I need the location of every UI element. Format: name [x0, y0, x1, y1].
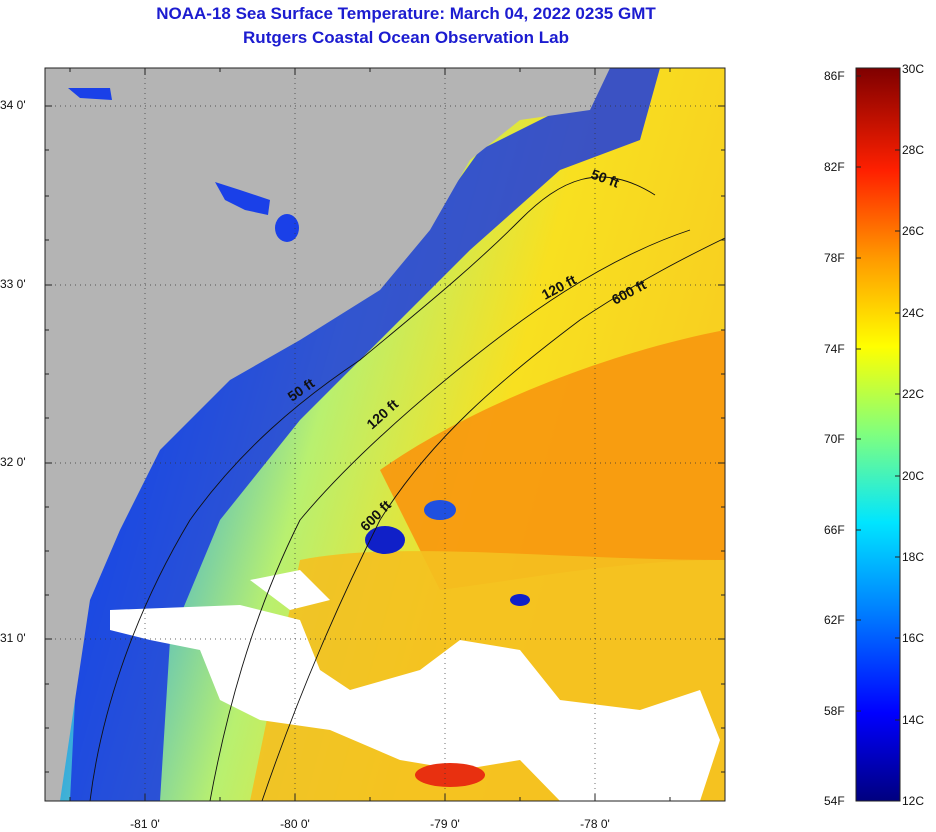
colorbar-f-label: 66F — [824, 523, 845, 537]
axis-ticks — [45, 68, 725, 801]
colorbar-f-label: 74F — [824, 342, 845, 356]
colorbar-c-label: 28C — [902, 143, 925, 157]
colorbar-ticks — [856, 67, 900, 721]
colorbar-c-label: 14C — [902, 713, 925, 727]
lon-label-79: -79 0' — [430, 817, 460, 831]
contour-120ft — [209, 229, 691, 801]
isobath-contours — [89, 176, 725, 801]
contour-600ft — [261, 237, 725, 801]
colorbar-c-label: 24C — [902, 306, 925, 320]
colorbar-f-label: 70F — [824, 432, 845, 446]
cloud-cover — [110, 605, 720, 801]
map-frame — [44, 67, 726, 802]
cold-cloud-patch — [424, 500, 456, 520]
lat-label-33: 33 0' — [0, 277, 26, 291]
map-raster — [45, 68, 725, 801]
colorbar-f-label: 54F — [824, 794, 845, 808]
colorbar-c-label: 12C — [902, 794, 925, 808]
colorbar-c-label: 16C — [902, 631, 925, 645]
lon-label-81: -81 0' — [130, 817, 160, 831]
land-mass — [45, 68, 610, 801]
lat-label-32: 32 0' — [0, 455, 26, 469]
inland-lake — [68, 88, 112, 100]
colorbar-f-label: 86F — [824, 69, 845, 83]
colorbar — [855, 67, 901, 802]
gulf-stream-warm-band — [380, 330, 725, 590]
lon-label-80: -80 0' — [280, 817, 310, 831]
map-subtitle: Rutgers Coastal Ocean Observation Lab — [243, 28, 569, 47]
lat-label-34: 34 0' — [0, 98, 26, 112]
colorbar-c-label: 26C — [902, 224, 925, 238]
inland-lake — [215, 182, 270, 215]
warm-water-patch — [415, 763, 485, 787]
lat-label-31: 31 0' — [0, 631, 26, 645]
colorbar-c-label: 30C — [902, 62, 925, 76]
colorbar-c-label: 18C — [902, 550, 925, 564]
colorbar-c-label: 20C — [902, 469, 925, 483]
colorbar-f-label: 62F — [824, 613, 845, 627]
cloud-cover — [250, 570, 330, 610]
colorbar-c-label: 22C — [902, 387, 925, 401]
contour-50ft — [89, 176, 656, 801]
colorbar-f-label: 58F — [824, 704, 845, 718]
colorbar-f-label: 78F — [824, 251, 845, 265]
inland-lake — [275, 214, 299, 242]
cold-cloud-patch — [365, 526, 405, 554]
lat-lon-grid — [45, 68, 725, 801]
lon-label-78: -78 0' — [580, 817, 610, 831]
cold-coastal-water — [70, 68, 660, 801]
cold-cloud-patch — [510, 594, 530, 606]
map-title: NOAA-18 Sea Surface Temperature: March 0… — [156, 4, 656, 23]
colorbar-f-label: 82F — [824, 160, 845, 174]
